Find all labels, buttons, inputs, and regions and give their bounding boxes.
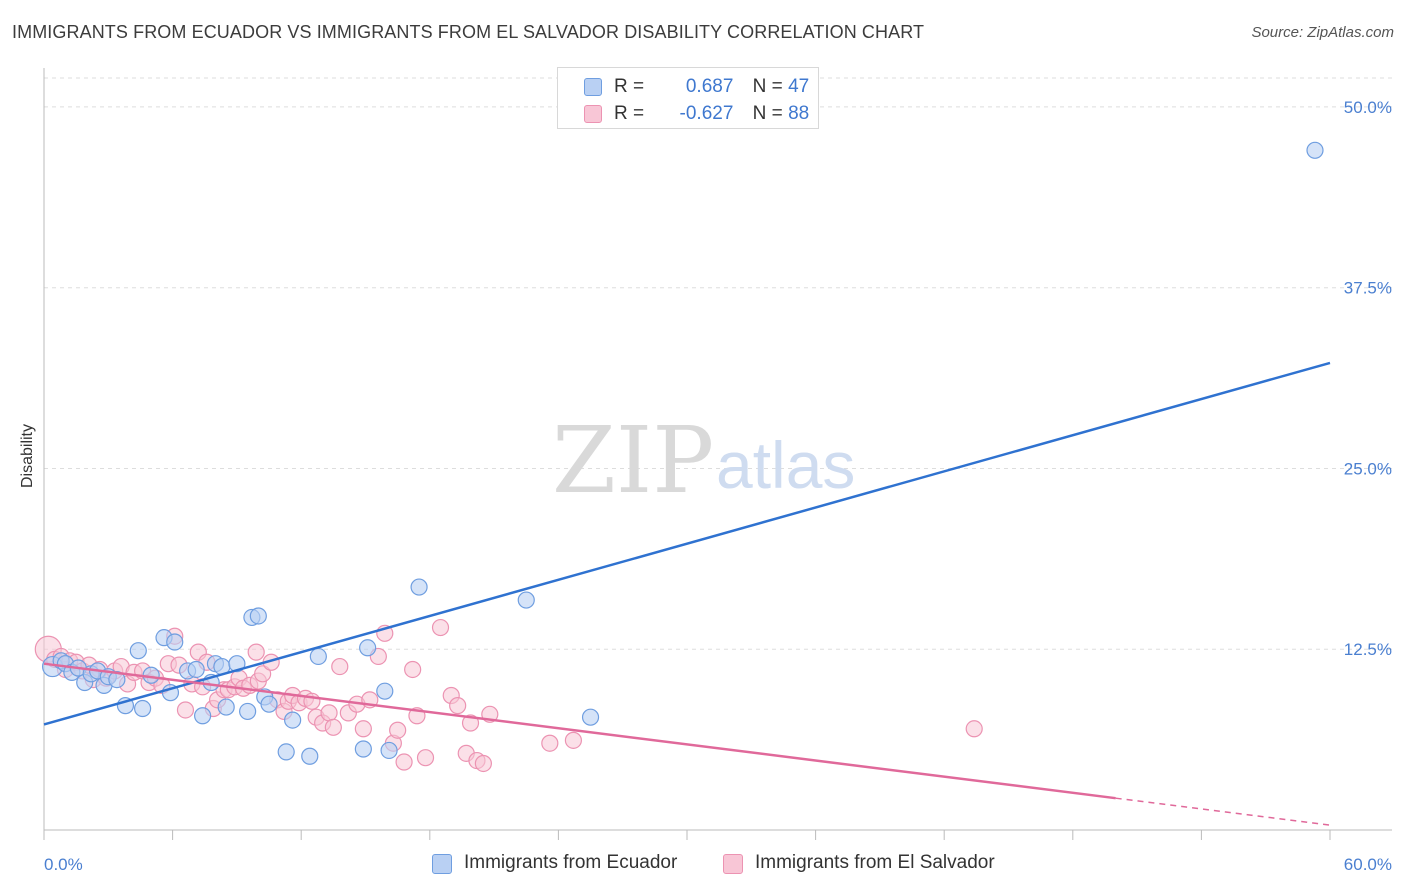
legend-n-label: N = xyxy=(752,76,783,97)
legend-n-label: N = xyxy=(752,103,783,124)
source-credit: Source: ZipAtlas.com xyxy=(1251,24,1394,41)
point-ecuador xyxy=(301,747,319,765)
point-el-salvador xyxy=(431,618,450,637)
watermark-atlas: atlas xyxy=(716,428,855,502)
legend-r-value-el-salvador: -0.627 xyxy=(679,103,734,124)
point-ecuador xyxy=(354,740,372,758)
point-ecuador xyxy=(410,578,428,596)
legend-swatch-ecuador xyxy=(584,78,602,96)
point-el-salvador xyxy=(331,657,349,676)
point-ecuador xyxy=(133,699,152,718)
point-ecuador xyxy=(217,698,235,716)
point-ecuador xyxy=(359,639,377,657)
correlation-legend: R = 0.687 N = 47 R = -0.627 N = 88 xyxy=(557,67,819,129)
point-el-salvador xyxy=(320,704,338,722)
legend-swatch-el-salvador xyxy=(584,105,602,123)
point-el-salvador xyxy=(254,665,272,683)
trend-line-ecuador xyxy=(43,361,1331,726)
legend-r-label: R = xyxy=(614,103,645,124)
y-tick-label: 25.0% xyxy=(1344,459,1392,478)
point-ecuador xyxy=(187,660,205,679)
y-tick-label: 37.5% xyxy=(1344,279,1392,298)
grid-lines xyxy=(44,77,1392,650)
point-el-salvador xyxy=(564,731,583,749)
trend-lines xyxy=(43,361,1331,826)
chart-title: IMMIGRANTS FROM ECUADOR VS IMMIGRANTS FR… xyxy=(12,22,925,42)
point-ecuador xyxy=(309,647,327,666)
point-ecuador xyxy=(166,633,184,651)
point-el-salvador xyxy=(965,720,983,738)
point-el-salvador xyxy=(461,714,480,732)
point-el-salvador xyxy=(354,720,372,738)
point-ecuador xyxy=(249,607,267,625)
bottom-legend-swatch-el-salvador xyxy=(723,854,743,874)
point-ecuador xyxy=(260,695,278,713)
point-ecuador xyxy=(581,708,600,726)
legend-r-value-ecuador: 0.687 xyxy=(685,76,734,97)
legend-n-value-el-salvador: 88 xyxy=(788,103,810,124)
bottom-legend-label-ecuador: Immigrants from Ecuador xyxy=(464,852,678,873)
point-ecuador xyxy=(380,741,398,760)
legend-r-label: R = xyxy=(614,76,645,97)
x-tick-label: 60.0% xyxy=(1344,855,1392,874)
tick-labels: 12.5% 25.0% 37.5% 50.0% 0.0% 60.0% xyxy=(44,98,1392,874)
point-ecuador xyxy=(129,642,147,660)
point-el-salvador xyxy=(324,718,342,736)
point-ecuador xyxy=(239,702,257,721)
point-el-salvador xyxy=(541,734,559,752)
point-el-salvador xyxy=(389,721,407,739)
x-tick-label: 0.0% xyxy=(44,855,83,874)
trend-line-el-salvador xyxy=(43,662,1116,800)
legend-n-value-ecuador: 47 xyxy=(788,76,810,97)
point-el-salvador xyxy=(449,697,467,715)
bottom-legend-label-el-salvador: Immigrants from El Salvador xyxy=(755,852,995,873)
y-tick-label: 12.5% xyxy=(1344,640,1392,659)
point-ecuador xyxy=(376,682,394,700)
point-ecuador xyxy=(228,655,246,673)
point-el-salvador xyxy=(247,643,265,661)
point-ecuador xyxy=(517,591,535,609)
point-el-salvador xyxy=(404,660,422,679)
watermark: ZIP atlas xyxy=(552,407,855,514)
point-el-salvador xyxy=(176,701,195,719)
point-el-salvador xyxy=(416,749,435,767)
point-el-salvador xyxy=(474,754,492,773)
axes xyxy=(43,68,1392,840)
point-el-salvador xyxy=(395,753,413,771)
bottom-legend-swatch-ecuador xyxy=(432,854,452,874)
trend-extension-el-salvador xyxy=(1115,797,1331,826)
point-ecuador xyxy=(277,743,295,761)
y-tick-label: 50.0% xyxy=(1344,98,1392,117)
point-ecuador xyxy=(1306,141,1324,159)
watermark-zip: ZIP xyxy=(552,407,714,514)
point-ecuador xyxy=(284,711,302,729)
point-ecuador xyxy=(194,707,212,725)
